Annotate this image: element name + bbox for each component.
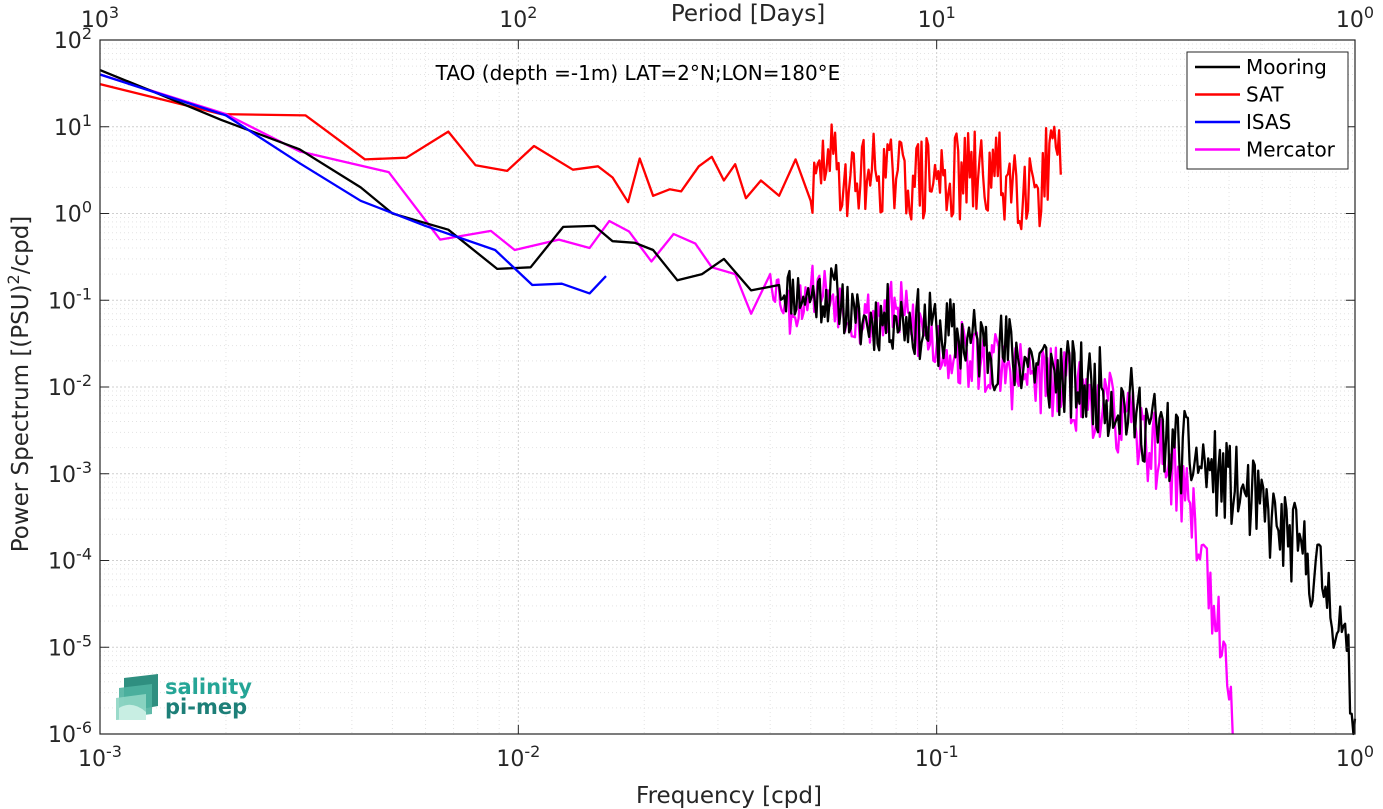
ticks-layer (99, 39, 1356, 735)
y-axis-label: Power Spectrum [(PSU)2/cpd] (4, 216, 34, 553)
legend-label-sat: SAT (1246, 83, 1284, 107)
y-tick-label: 10-5 (48, 631, 92, 661)
legend-label-isas: ISAS (1246, 110, 1291, 134)
y-tick-label: 10-6 (48, 718, 92, 748)
y-tick-label: 100 (54, 198, 92, 228)
series-line-mercator (99, 73, 1234, 735)
y-tick-label: 10-2 (48, 371, 92, 401)
top-x-tick-label: 102 (499, 3, 537, 33)
chart-annotation: TAO (depth =-1m) LAT=2°N;LON=180°E (435, 61, 841, 85)
top-x-tick-label: 101 (918, 3, 956, 33)
series-line-isas (99, 73, 607, 295)
series-line-mooring (99, 69, 1357, 736)
legend: Mooring SAT ISAS Mercator (1186, 51, 1349, 170)
top-x-tick-label: 100 (1336, 3, 1374, 33)
series-line-sat (99, 82, 1062, 231)
logo-text-pi-mep: pi-mep (165, 695, 247, 719)
legend-label-mercator: Mercator (1246, 138, 1336, 162)
x-tick-label: 10-1 (915, 742, 959, 772)
series-layer (99, 69, 1357, 736)
y-tick-label: 101 (54, 111, 92, 141)
salinity-pi-mep-logo: salinity pi-mep (116, 674, 252, 720)
x-tick-label: 10-3 (78, 742, 122, 772)
x-axis-label: Frequency [cpd] (636, 783, 822, 809)
wave-logo-icon (116, 674, 158, 720)
x-tick-label: 100 (1336, 742, 1374, 772)
y-tick-label: 10-3 (48, 458, 92, 488)
logo-text-salinity: salinity (165, 675, 252, 699)
y-tick-label: 10-1 (48, 284, 92, 314)
y-tick-label: 102 (54, 24, 92, 54)
top-x-tick-label: 103 (81, 3, 119, 33)
y-tick-label: 10-4 (48, 545, 92, 575)
top-axis-label: Period [Days] (671, 1, 825, 27)
legend-label-mooring: Mooring (1246, 55, 1327, 79)
x-tick-label: 10-2 (496, 742, 540, 772)
